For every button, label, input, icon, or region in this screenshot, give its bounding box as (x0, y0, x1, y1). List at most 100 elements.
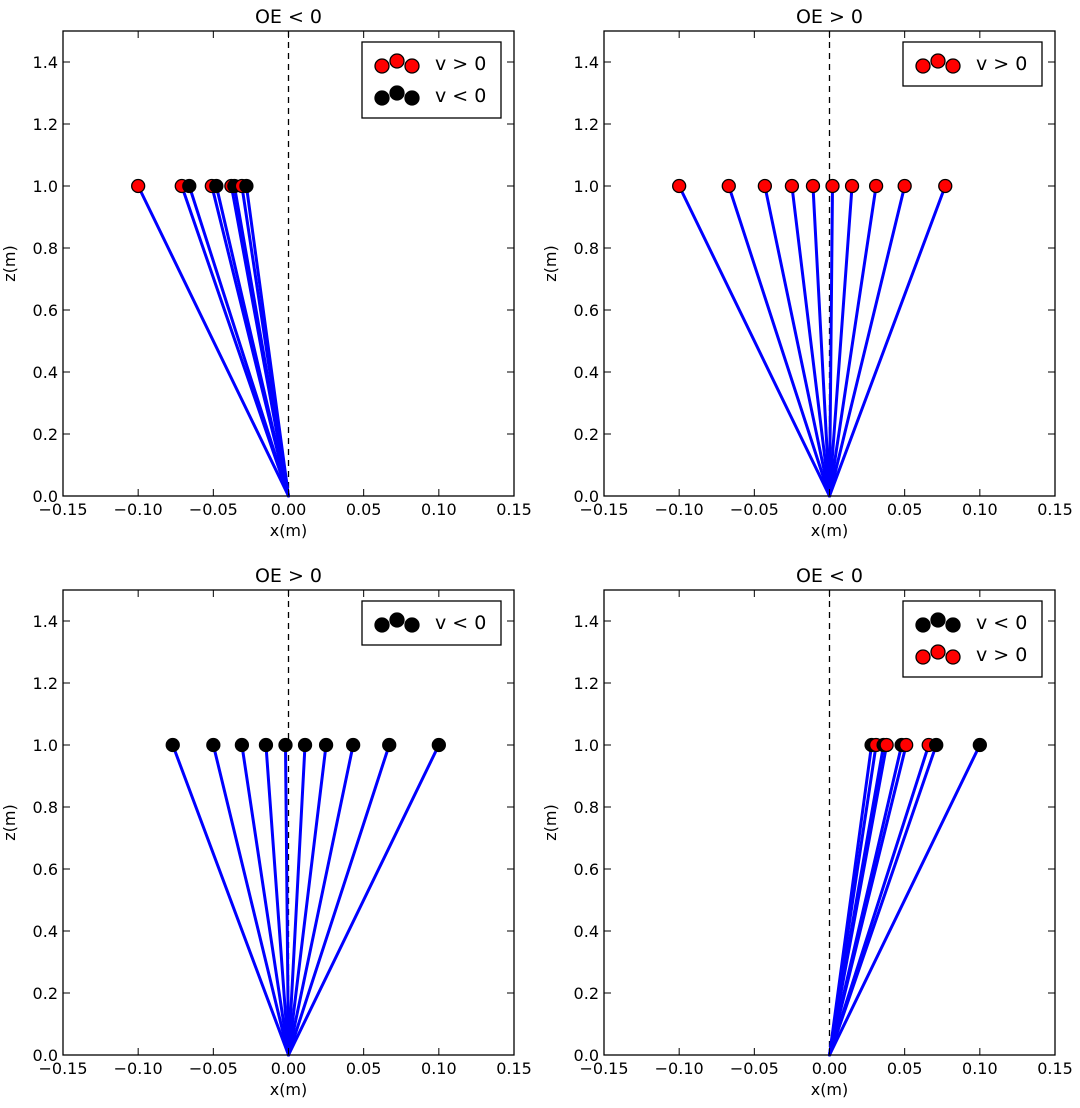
pendulum-bob-marker (318, 737, 334, 753)
x-tick-label: −0.10 (655, 500, 704, 519)
y-tick-label: 0.6 (33, 301, 58, 320)
legend-marker (930, 644, 946, 660)
pendulum-bob-marker (972, 737, 987, 753)
legend-label: v < 0 (435, 612, 486, 634)
y-tick-label: 1.0 (574, 177, 599, 196)
x-tick-label: 0.15 (496, 1059, 532, 1078)
pendulum-bob-marker (672, 178, 687, 194)
legend-marker (945, 617, 961, 633)
pendulum-bob-marker (868, 178, 884, 194)
x-axis-label: x(m) (270, 521, 308, 540)
subplot-3: −0.15 −0.10 −0.05 0.00 0.05 0.10 0.15 0.0 0.2 0.4… (0, 565, 532, 1099)
y-tick-label: 0.4 (33, 922, 58, 941)
pendulum-rod (244, 184, 290, 498)
x-tick-label: −0.15 (579, 500, 628, 519)
x-tick-label: 0.15 (1037, 500, 1073, 519)
pendulum-bob-marker (209, 178, 224, 194)
x-axis-label: x(m) (811, 521, 849, 540)
y-axis-label: z(m) (0, 804, 19, 840)
y-tick-label: 0.2 (574, 984, 599, 1003)
x-tick-label: 0.00 (812, 500, 848, 519)
y-tick-label: 0.4 (574, 922, 599, 941)
subplot-2: −0.15 −0.10 −0.05 0.00 0.05 0.10 0.15 0.0 0.2 0.4… (541, 6, 1073, 540)
pendulum-bob-marker (721, 178, 736, 194)
legend: v > 0 v < 0 (361, 41, 502, 119)
pendulum-rod (790, 184, 831, 498)
pendulum-rod (727, 184, 831, 498)
y-tick-label: 1.0 (33, 736, 58, 755)
x-tick-label: 0.05 (346, 1059, 382, 1078)
x-axis-label: x(m) (811, 1080, 849, 1099)
pendulum-bob-marker (805, 178, 821, 194)
pendulum-bob-marker (784, 178, 800, 194)
pendulum-bob-marker (206, 737, 221, 753)
y-tick-label: 1.4 (33, 53, 58, 72)
subplot-1: −0.15 −0.10 −0.05 0.00 0.05 0.10 0.15 0.0 0.2 0.4… (0, 6, 532, 540)
legend-marker (945, 58, 961, 74)
x-tick-label: −0.10 (114, 1059, 163, 1078)
y-tick-label: 0.4 (33, 363, 58, 382)
pendulum-rod (171, 743, 290, 1057)
pendulum-bob-marker (297, 737, 313, 753)
legend: v < 0 v > 0 (902, 600, 1043, 678)
pendulum-rod (187, 184, 290, 498)
pendulum-bob-marker (382, 737, 397, 753)
subplot-title: OE > 0 (796, 6, 863, 28)
x-tick-label: −0.05 (730, 1059, 779, 1078)
subplot-title: OE < 0 (796, 565, 863, 587)
x-tick-label: 0.05 (887, 1059, 923, 1078)
pendulum-rod (828, 184, 835, 498)
y-tick-label: 0.6 (574, 301, 599, 320)
pendulum-rod (828, 743, 908, 1057)
y-tick-label: 1.2 (33, 115, 58, 134)
pendulum-rod (811, 184, 831, 498)
y-tick-label: 0.4 (574, 363, 599, 382)
pendulum-rod (828, 184, 907, 498)
pendulum-bob-marker (182, 178, 197, 194)
legend-marker (374, 58, 390, 74)
legend-marker (389, 612, 405, 628)
pendulum-rod (283, 743, 290, 1057)
y-tick-label: 1.4 (574, 53, 599, 72)
x-tick-label: −0.05 (189, 1059, 238, 1078)
legend: v > 0 (902, 41, 1043, 87)
pendulum-bob-marker (757, 178, 773, 194)
x-tick-label: 0.00 (271, 500, 307, 519)
pendulum-rod (287, 743, 355, 1057)
y-tick-label: 1.4 (33, 612, 58, 631)
pendulum-bob-marker (278, 737, 293, 753)
x-tick-label: 0.00 (271, 1059, 307, 1078)
pendulum-bob-marker (258, 737, 274, 753)
legend-marker (915, 58, 931, 74)
pendulum-rod (828, 743, 938, 1057)
x-tick-label: −0.10 (655, 1059, 704, 1078)
pendulum-rod (214, 184, 290, 498)
pendulum-bob-marker (239, 178, 254, 194)
pendulum-rod (287, 743, 391, 1057)
legend-label: v > 0 (976, 644, 1027, 666)
pendulum-bob-marker (825, 178, 840, 194)
y-tick-label: 1.2 (574, 674, 599, 693)
pendulum-rod (287, 743, 328, 1057)
pendulum-bob-marker (899, 737, 914, 753)
legend-marker (945, 649, 961, 665)
pendulum-bob-marker (879, 737, 894, 753)
x-tick-label: 0.10 (421, 500, 457, 519)
legend-marker (404, 617, 420, 633)
y-tick-label: 0.0 (574, 1046, 599, 1065)
y-tick-label: 0.2 (33, 984, 58, 1003)
y-tick-label: 0.2 (33, 425, 58, 444)
pendulum-bob-marker (897, 178, 912, 194)
y-tick-label: 0.8 (574, 798, 599, 817)
x-tick-label: 0.10 (421, 1059, 457, 1078)
x-tick-label: 0.00 (812, 1059, 848, 1078)
pendulum-rod (828, 184, 947, 498)
pendulum-bob-marker (938, 178, 953, 194)
y-tick-label: 1.2 (33, 674, 58, 693)
y-axis-label: z(m) (541, 804, 560, 840)
x-tick-label: 0.10 (962, 500, 998, 519)
y-axis-label: z(m) (0, 245, 19, 281)
legend-label: v > 0 (435, 53, 486, 75)
legend-marker (930, 612, 946, 628)
